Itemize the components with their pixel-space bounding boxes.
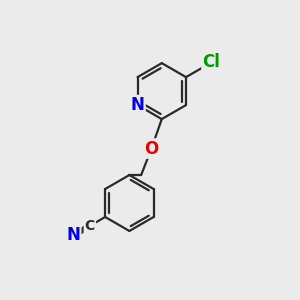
Text: Cl: Cl: [202, 53, 220, 71]
Text: N: N: [66, 226, 80, 244]
Text: C: C: [85, 219, 95, 233]
Text: O: O: [144, 140, 159, 158]
Text: N: N: [130, 96, 145, 114]
